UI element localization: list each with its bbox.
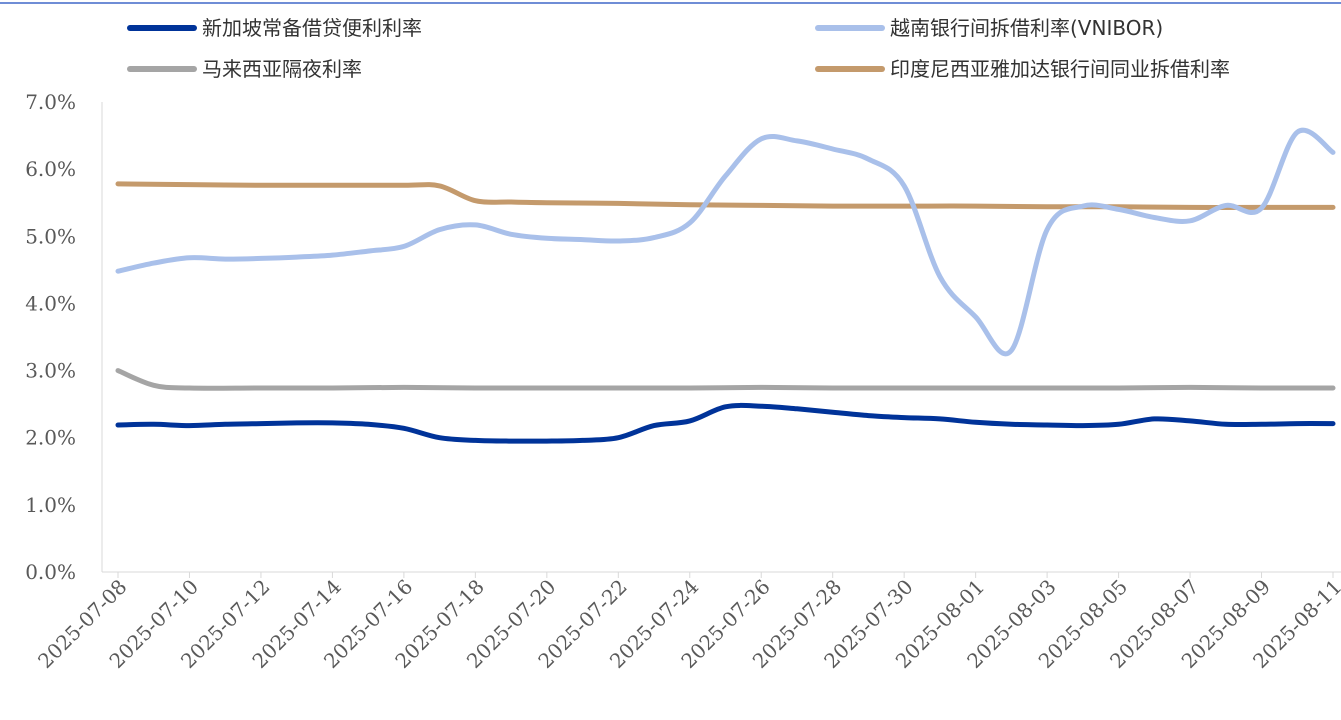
y-tick-label: 1.0% [25,493,76,517]
legend-label: 马来西亚隔夜利率 [202,57,362,81]
y-tick-label: 4.0% [25,291,76,315]
y-axis: 0.0% 1.0% 2.0% 3.0% 4.0% 5.0% 6.0% 7.0% [25,90,103,584]
series-line-3 [115,368,1336,391]
y-tick-label: 0.0% [25,560,76,584]
series-layer [115,127,1336,444]
y-tick-label: 3.0% [25,359,76,383]
y-tick-label: 6.0% [25,157,76,181]
legend-label: 越南银行间拆借利率(VNIBOR) [890,16,1163,40]
legend-label: 印度尼西亚雅加达银行间同业拆借利率 [890,57,1230,81]
y-tick-label: 7.0% [25,90,76,114]
legend-label: 新加坡常备借贷便利利率 [202,16,422,40]
series-line-2 [115,127,1336,357]
legend: 新加坡常备借贷便利利率 越南银行间拆借利率(VNIBOR) 马来西亚隔夜利率 印度尼西… [127,16,1230,81]
y-tick-label: 5.0% [25,224,76,248]
series-line-1 [115,402,1336,444]
series-line-4 [115,181,1336,210]
y-tick-label: 2.0% [25,426,76,450]
x-axis: 2025-07-082025-07-102025-07-122025-07-14… [33,571,1341,673]
